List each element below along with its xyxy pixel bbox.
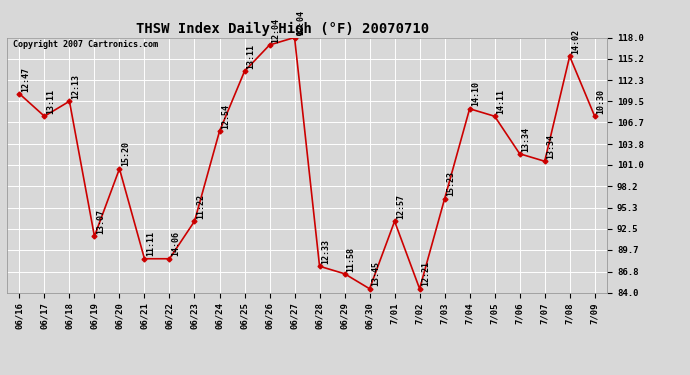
Text: 13:34: 13:34 bbox=[522, 126, 531, 152]
Text: 15:23: 15:23 bbox=[446, 171, 455, 196]
Text: 11:11: 11:11 bbox=[146, 231, 155, 256]
Text: 11:58: 11:58 bbox=[346, 246, 355, 272]
Text: 13:11: 13:11 bbox=[246, 44, 255, 69]
Text: 14:02: 14:02 bbox=[572, 29, 581, 54]
Text: Copyright 2007 Cartronics.com: Copyright 2007 Cartronics.com bbox=[13, 40, 158, 49]
Text: 12:13: 12:13 bbox=[72, 74, 81, 99]
Text: 13:11: 13:11 bbox=[46, 89, 55, 114]
Text: 14:11: 14:11 bbox=[497, 89, 506, 114]
Text: 11:22: 11:22 bbox=[197, 194, 206, 219]
Text: 13:45: 13:45 bbox=[372, 261, 381, 286]
Text: 12:33: 12:33 bbox=[322, 239, 331, 264]
Text: 12:57: 12:57 bbox=[397, 194, 406, 219]
Title: THSW Index Daily High (°F) 20070710: THSW Index Daily High (°F) 20070710 bbox=[137, 22, 430, 36]
Text: 13:07: 13:07 bbox=[97, 209, 106, 234]
Text: 12:04: 12:04 bbox=[272, 18, 281, 43]
Text: 14:06: 14:06 bbox=[172, 231, 181, 256]
Text: 12:04: 12:04 bbox=[297, 10, 306, 35]
Text: 10:30: 10:30 bbox=[597, 89, 606, 114]
Text: 13:34: 13:34 bbox=[546, 134, 555, 159]
Text: 12:54: 12:54 bbox=[221, 104, 230, 129]
Text: 12:47: 12:47 bbox=[21, 66, 30, 92]
Text: 15:20: 15:20 bbox=[121, 141, 130, 166]
Text: 14:10: 14:10 bbox=[472, 81, 481, 106]
Text: 12:21: 12:21 bbox=[422, 261, 431, 286]
